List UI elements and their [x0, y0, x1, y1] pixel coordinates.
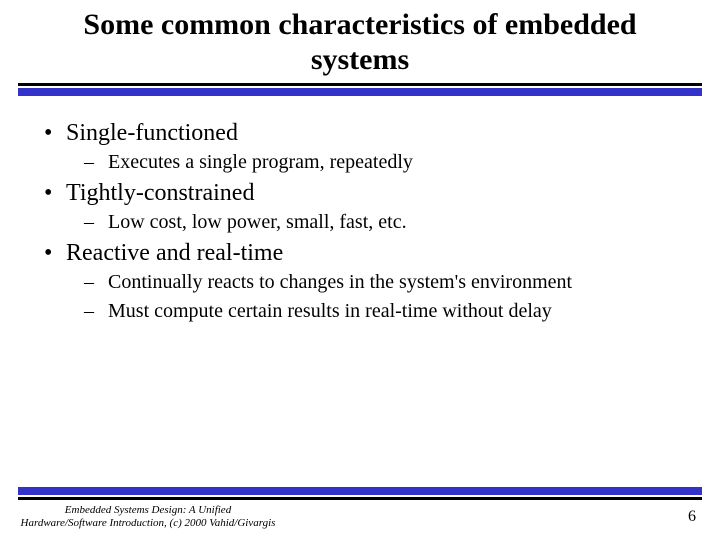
bullet-text: Reactive and real-time [66, 240, 690, 267]
divider-blue-line [18, 487, 702, 495]
divider-blue-line [18, 88, 702, 96]
content-area: • Single-functioned – Executes a single … [0, 96, 720, 323]
page-number: 6 [688, 508, 702, 526]
bullet-dot-icon: • [30, 240, 66, 267]
slide-footer: Embedded Systems Design: A Unified Hardw… [0, 487, 720, 540]
footer-line2: Hardware/Software Introduction, (c) 2000… [18, 517, 278, 530]
footer-line1: Embedded Systems Design: A Unified [18, 504, 278, 517]
bullet-text: Tightly-constrained [66, 180, 690, 207]
footer-divider [18, 487, 702, 500]
slide: Some common characteristics of embedded … [0, 0, 720, 540]
title-divider [18, 83, 702, 96]
dash-icon: – [84, 300, 108, 323]
sub-bullet-text: Executes a single program, repeatedly [108, 151, 690, 174]
bullet-text: Single-functioned [66, 120, 690, 147]
bullet-item: • Reactive and real-time [30, 240, 690, 267]
divider-black-line [18, 83, 702, 86]
sub-bullet-text: Continually reacts to changes in the sys… [108, 271, 690, 294]
sub-bullet-text: Low cost, low power, small, fast, etc. [108, 211, 690, 234]
sub-bullet-item: – Continually reacts to changes in the s… [30, 271, 690, 294]
sub-bullet-item: – Low cost, low power, small, fast, etc. [30, 211, 690, 234]
footer-citation: Embedded Systems Design: A Unified Hardw… [18, 504, 278, 530]
footer-row: Embedded Systems Design: A Unified Hardw… [18, 504, 702, 530]
slide-title: Some common characteristics of embedded … [0, 0, 720, 77]
divider-black-line [18, 497, 702, 500]
bullet-dot-icon: • [30, 120, 66, 147]
sub-bullet-item: – Must compute certain results in real-t… [30, 300, 690, 323]
bullet-item: • Single-functioned [30, 120, 690, 147]
sub-bullet-item: – Executes a single program, repeatedly [30, 151, 690, 174]
dash-icon: – [84, 271, 108, 294]
bullet-dot-icon: • [30, 180, 66, 207]
dash-icon: – [84, 151, 108, 174]
bullet-item: • Tightly-constrained [30, 180, 690, 207]
sub-bullet-text: Must compute certain results in real-tim… [108, 300, 690, 323]
dash-icon: – [84, 211, 108, 234]
